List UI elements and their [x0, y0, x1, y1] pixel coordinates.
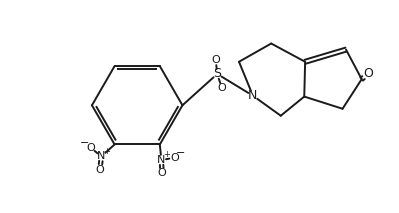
Text: +: + — [163, 150, 170, 159]
Text: O: O — [211, 55, 220, 65]
Text: N: N — [248, 89, 258, 102]
Text: S: S — [213, 68, 221, 81]
Text: O: O — [170, 153, 179, 163]
Text: −: − — [176, 148, 186, 158]
Text: +: + — [103, 147, 110, 155]
Text: O: O — [95, 164, 104, 174]
Text: O: O — [158, 168, 166, 178]
Text: N: N — [97, 151, 106, 161]
Text: O: O — [86, 142, 95, 153]
Text: O: O — [363, 68, 373, 81]
Text: N: N — [157, 155, 166, 165]
Text: O: O — [217, 83, 226, 93]
Text: −: − — [79, 138, 89, 148]
